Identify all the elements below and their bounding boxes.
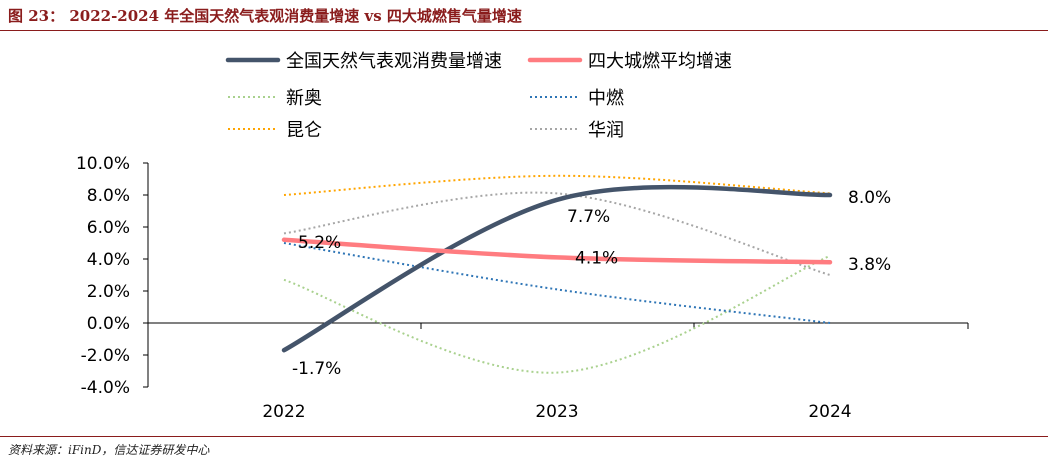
series-line-average (281, 237, 833, 265)
legend-label-xinao: 新奥 (286, 88, 322, 109)
source-note: 资料来源：iFinD，信达证券研发中心 (8, 443, 210, 457)
y-tick-label: -2.0% (81, 346, 130, 366)
y-tick-label: 2.0% (87, 282, 130, 302)
series-line-huarun (283, 191, 831, 276)
y-tick-label: 4.0% (87, 250, 130, 270)
data-label-national: 8.0% (848, 188, 891, 208)
series-line-zhongran (283, 242, 831, 324)
data-labels: -1.7% 7.7% 8.0% 5.2% 4.1% 3.8% (292, 188, 891, 379)
chart-series (281, 174, 833, 374)
legend-label-national: 全国天然气表观消费量增速 (286, 51, 502, 72)
series-line-kunlun (283, 174, 831, 196)
title-divider (0, 30, 1048, 31)
x-tick-label: 2023 (535, 402, 578, 422)
y-tick-label: 10.0% (76, 154, 130, 174)
data-label-average: 3.8% (848, 255, 891, 275)
y-tick-label: 8.0% (87, 186, 130, 206)
y-tick-label: -4.0% (81, 378, 130, 398)
data-label-national: 7.7% (567, 207, 610, 227)
series-line-national (281, 184, 833, 353)
legend-label-kunlun: 昆仑 (286, 120, 322, 141)
series-line-xinao (283, 254, 831, 374)
data-label-average: 5.2% (298, 233, 341, 253)
chart-axes: -4.0% -2.0% 0.0% 2.0% 4.0% 6.0% 8.0% 10.0% 2022 2… (76, 154, 969, 422)
figure-title: 图 23： 2022-2024 年全国天然气表观消费量增速 vs 四大城燃售气量… (8, 7, 522, 25)
y-tick-label: 0.0% (87, 314, 130, 334)
x-tick-label: 2024 (808, 402, 851, 422)
legend-label-huarun: 华润 (588, 120, 624, 141)
x-tick-label: 2022 (262, 402, 305, 422)
y-tick-label: 6.0% (87, 218, 130, 238)
data-label-national: -1.7% (292, 359, 341, 379)
legend-label-zhongran: 中燃 (588, 88, 624, 109)
legend-label-average: 四大城燃平均增速 (588, 51, 732, 72)
data-label-average: 4.1% (575, 248, 618, 268)
footer-divider (0, 436, 1048, 437)
